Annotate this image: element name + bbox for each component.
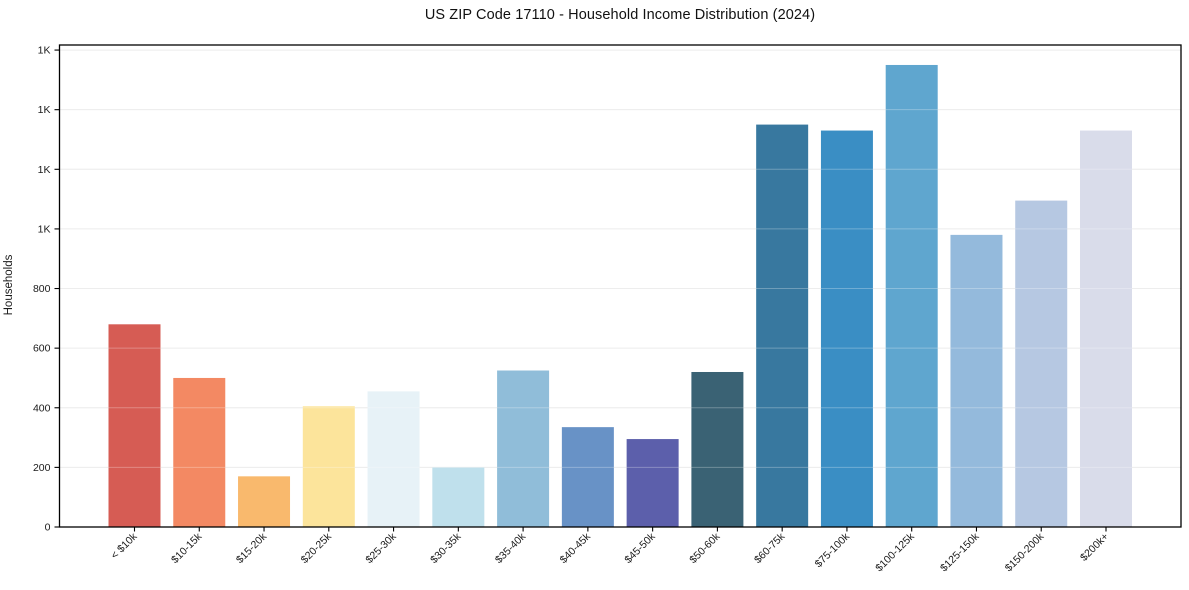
x-tick-label: $10-15k	[169, 530, 205, 566]
bar-40-45k	[561, 427, 614, 527]
y-tick-label: 400	[33, 402, 51, 414]
bar-125-150k	[950, 234, 1003, 527]
x-tick-label: $35-40k	[493, 530, 529, 566]
bar-30-35k	[432, 467, 485, 527]
bar-100-125k	[885, 64, 938, 527]
x-tick-label: $200k+	[1078, 531, 1111, 564]
bar-20-25k	[302, 406, 355, 527]
bar-150-200k	[1015, 200, 1068, 528]
bar-10-15k	[173, 377, 226, 527]
y-tick-label: 200	[33, 462, 51, 474]
y-tick-label: 1K	[38, 223, 51, 235]
x-tick-label: $25-30k	[363, 530, 399, 566]
x-tick-label: $150-200k	[1003, 530, 1047, 574]
y-tick-label: 1K	[38, 104, 51, 116]
plot-frame	[58, 44, 1182, 528]
bar-15-20k	[238, 476, 291, 527]
x-tick-label: $125-150k	[938, 530, 982, 574]
x-tick-label: $75-100k	[813, 530, 853, 570]
bar-75-100k	[820, 130, 873, 527]
bar-35-40k	[497, 370, 550, 527]
bar-45-50k	[626, 439, 679, 527]
y-tick-label: 0	[45, 522, 51, 534]
x-tick-label: < $10k	[109, 530, 141, 562]
x-tick-label: $60-75k	[752, 530, 788, 566]
bar-25-30k	[367, 391, 420, 527]
y-tick-label: 1K	[38, 164, 51, 176]
bar-200k	[1080, 130, 1132, 527]
y-tick-label: 1K	[38, 45, 51, 57]
plot-background	[59, 45, 1181, 527]
y-tick-label: 600	[33, 343, 51, 355]
x-tick-label: $20-25k	[299, 530, 335, 566]
x-tick-label: $30-35k	[428, 530, 464, 566]
x-tick-label: $15-20k	[234, 530, 270, 566]
bar-50-60k	[691, 371, 744, 527]
x-tick-label: $50-60k	[687, 530, 723, 566]
chart-title: US ZIP Code 17110 - Household Income Dis…	[424, 7, 816, 23]
x-tick-label: $100-125k	[873, 530, 917, 574]
bar-60-75k	[756, 124, 809, 527]
bar-10k	[108, 324, 161, 527]
y-tick-label: 800	[33, 283, 51, 295]
x-tick-label: $45-50k	[622, 530, 658, 566]
y-axis-label: Households	[3, 254, 15, 316]
x-tick-label: $40-45k	[558, 530, 594, 566]
